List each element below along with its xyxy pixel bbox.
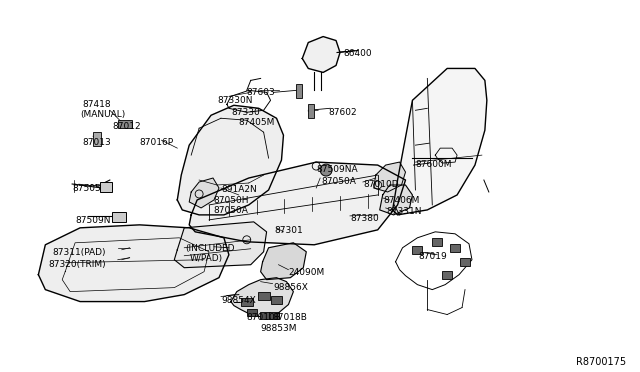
Bar	[100, 182, 112, 192]
Text: 87600M: 87600M	[415, 160, 452, 169]
Bar	[308, 104, 314, 118]
Text: 87602: 87602	[328, 108, 356, 117]
Bar	[260, 311, 269, 318]
Bar	[93, 132, 101, 146]
Polygon shape	[392, 68, 487, 215]
Bar	[118, 120, 132, 128]
Polygon shape	[302, 36, 340, 73]
Bar	[432, 238, 442, 246]
Text: 87019: 87019	[419, 252, 447, 261]
Text: 87013: 87013	[82, 138, 111, 147]
Polygon shape	[260, 243, 307, 280]
Text: R8700175: R8700175	[576, 357, 627, 368]
Text: 87050H: 87050H	[213, 196, 248, 205]
Bar	[460, 258, 470, 266]
Polygon shape	[189, 178, 219, 208]
Text: 87509NA: 87509NA	[316, 165, 358, 174]
Text: 87301: 87301	[275, 226, 303, 235]
Text: 87331N: 87331N	[387, 207, 422, 216]
Text: (INCLUDED: (INCLUDED	[185, 244, 235, 253]
Bar	[271, 296, 282, 304]
Bar	[269, 311, 278, 318]
Text: 87330N: 87330N	[217, 96, 253, 105]
Text: 87405M: 87405M	[239, 118, 275, 127]
Text: 87380: 87380	[350, 214, 379, 223]
Text: 87330: 87330	[232, 108, 260, 117]
Bar	[412, 246, 422, 254]
Text: 98854X: 98854X	[221, 296, 256, 305]
Text: 24090M: 24090M	[289, 268, 324, 277]
Text: 98853M: 98853M	[260, 324, 297, 333]
Text: 98856X: 98856X	[273, 283, 308, 292]
Polygon shape	[189, 162, 406, 245]
Text: 87010D: 87010D	[364, 180, 399, 189]
Bar	[450, 244, 460, 252]
Text: 87050A: 87050A	[213, 206, 248, 215]
Text: 87320(TRIM): 87320(TRIM)	[48, 260, 106, 269]
Circle shape	[320, 164, 332, 176]
Text: 891A2N: 891A2N	[221, 185, 257, 194]
Polygon shape	[380, 185, 412, 215]
Text: 87018B: 87018B	[273, 312, 307, 321]
Text: W/PAD): W/PAD)	[190, 254, 223, 263]
Text: (MANUAL): (MANUAL)	[80, 110, 125, 119]
Polygon shape	[177, 105, 284, 215]
Text: 87010B: 87010B	[247, 312, 282, 321]
Polygon shape	[231, 278, 293, 318]
Text: 87012: 87012	[113, 122, 141, 131]
Bar	[247, 308, 257, 315]
Text: 87050A: 87050A	[321, 177, 356, 186]
Polygon shape	[38, 225, 229, 302]
Bar	[112, 212, 125, 222]
Text: 87311(PAD): 87311(PAD)	[52, 248, 106, 257]
Text: 87418: 87418	[82, 100, 111, 109]
Text: 87016P: 87016P	[140, 138, 173, 147]
Polygon shape	[174, 222, 267, 268]
Polygon shape	[374, 162, 406, 192]
Text: 87505: 87505	[72, 184, 101, 193]
Text: 87603: 87603	[247, 89, 275, 97]
Text: 87509N: 87509N	[75, 216, 111, 225]
Bar	[241, 298, 253, 305]
Text: 86400: 86400	[343, 48, 372, 58]
Bar	[442, 271, 452, 279]
Bar	[296, 84, 302, 98]
Bar	[258, 292, 269, 299]
Text: 87406M: 87406M	[383, 196, 420, 205]
